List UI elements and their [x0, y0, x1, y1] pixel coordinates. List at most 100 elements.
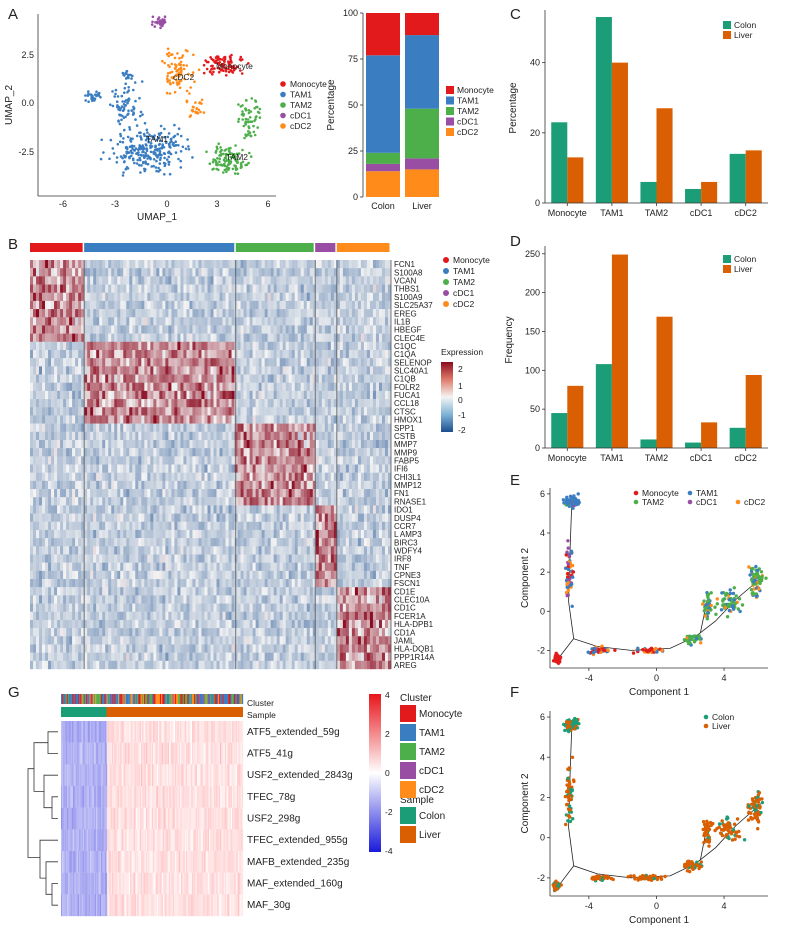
heatmap-cell — [384, 399, 389, 408]
umap-point — [161, 143, 164, 146]
heatmap-cell — [324, 505, 329, 514]
heatmap-cell — [312, 431, 316, 441]
heatmap-cell — [240, 268, 244, 277]
heatmap-cell — [153, 366, 157, 375]
heatmap-cell — [30, 497, 34, 506]
heatmap-cell — [90, 292, 94, 302]
heatmap-cell — [228, 292, 232, 302]
heatmap-cell — [282, 513, 286, 522]
heatmap-cell — [186, 513, 190, 522]
heatmap-cell — [285, 472, 289, 482]
heatmap-cell — [291, 448, 295, 457]
heatmap-cell — [42, 448, 46, 457]
heatmap-cell — [132, 341, 136, 351]
umap-point — [168, 144, 171, 147]
heatmap-cell — [135, 268, 139, 277]
umap-point — [255, 105, 258, 109]
heatmap-cell — [78, 480, 82, 490]
heatmap-cell — [279, 521, 283, 531]
heatmap-cluster-segment — [235, 243, 314, 252]
heatmap-cell — [309, 325, 313, 334]
heatmap-cell — [72, 538, 76, 547]
heatmap-cell — [153, 341, 157, 351]
heatmap-cell — [261, 260, 265, 269]
heatmap-cell — [201, 513, 205, 522]
heatmap-cell — [264, 309, 268, 318]
heatmap-cell — [312, 399, 316, 408]
heatmap-cell — [150, 464, 154, 473]
heatmap-cell — [228, 268, 232, 277]
heatmap-cell — [90, 529, 94, 539]
heatmap-cell — [327, 480, 332, 490]
heatmap-cell — [273, 407, 277, 416]
umap-point — [132, 148, 136, 152]
heatmap-cell — [75, 284, 79, 293]
heatmap-cell — [309, 399, 313, 408]
heatmap-cell — [171, 284, 175, 293]
heatmap-cell — [93, 260, 97, 269]
heatmap-cell — [261, 390, 265, 400]
heatmap-cell — [108, 513, 112, 522]
heatmap-cell — [213, 374, 217, 383]
heatmap-cell — [279, 276, 283, 285]
heatmap-cell — [66, 431, 70, 441]
grouped-bar — [745, 374, 762, 448]
heatmap-cell — [48, 317, 52, 326]
heatmap-cell — [234, 284, 238, 293]
heatmap-cell — [78, 456, 82, 465]
heatmap-cell — [252, 260, 256, 269]
umap-point — [219, 149, 223, 153]
umap-point — [245, 134, 248, 138]
heatmap-cell — [120, 382, 124, 392]
heatmap-cell — [237, 268, 241, 277]
heatmap-cell — [369, 489, 374, 498]
heatmap-cell — [78, 489, 82, 498]
heatmap-cell — [369, 399, 374, 408]
heatmap-cell — [198, 276, 202, 285]
heatmap-cell — [51, 423, 55, 432]
heatmap-cell — [171, 325, 175, 334]
heatmap-cell — [318, 341, 323, 351]
heatmap-cell — [282, 374, 286, 383]
heatmap-cell — [303, 382, 307, 392]
heatmap-cell — [381, 464, 386, 473]
heatmap-cell — [252, 472, 256, 482]
heatmap-cell — [189, 456, 193, 465]
heatmap-cell — [93, 529, 97, 539]
heatmap-cell — [357, 448, 362, 457]
heatmap-cell — [357, 317, 362, 326]
heatmap-cell — [237, 349, 241, 359]
umap-point — [159, 131, 163, 135]
heatmap-cell — [381, 399, 386, 408]
heatmap-cell — [258, 439, 262, 449]
heatmap-cell — [63, 325, 67, 334]
heatmap-cell — [129, 415, 133, 424]
heatmap-cell — [69, 276, 73, 285]
heatmap-cell — [63, 497, 67, 506]
heatmap-cell — [93, 472, 97, 482]
umap-point — [227, 167, 231, 170]
heatmap-cell — [213, 505, 217, 514]
heatmap-cell — [261, 472, 265, 482]
heatmap-cell — [156, 390, 160, 400]
heatmap-cell — [378, 300, 383, 310]
heatmap-cell — [48, 505, 52, 514]
umap-point — [200, 98, 204, 102]
heatmap-cell — [219, 439, 223, 449]
heatmap-cell — [126, 390, 130, 400]
heatmap-cell — [66, 284, 70, 293]
heatmap-cell — [39, 439, 43, 449]
heatmap-cell — [246, 309, 250, 318]
heatmap-cell — [111, 300, 115, 310]
heatmap-cell — [165, 399, 169, 408]
heatmap-cell — [96, 456, 100, 465]
heatmap-cell — [279, 456, 283, 465]
heatmap-cell — [270, 505, 274, 514]
heatmap-cell — [201, 317, 205, 326]
heatmap-cell — [309, 292, 313, 302]
heatmap-cell — [186, 489, 190, 498]
heatmap-cell — [249, 341, 253, 351]
heatmap-cell — [312, 529, 316, 539]
heatmap-cell — [381, 448, 386, 457]
heatmap-cell — [351, 349, 356, 359]
